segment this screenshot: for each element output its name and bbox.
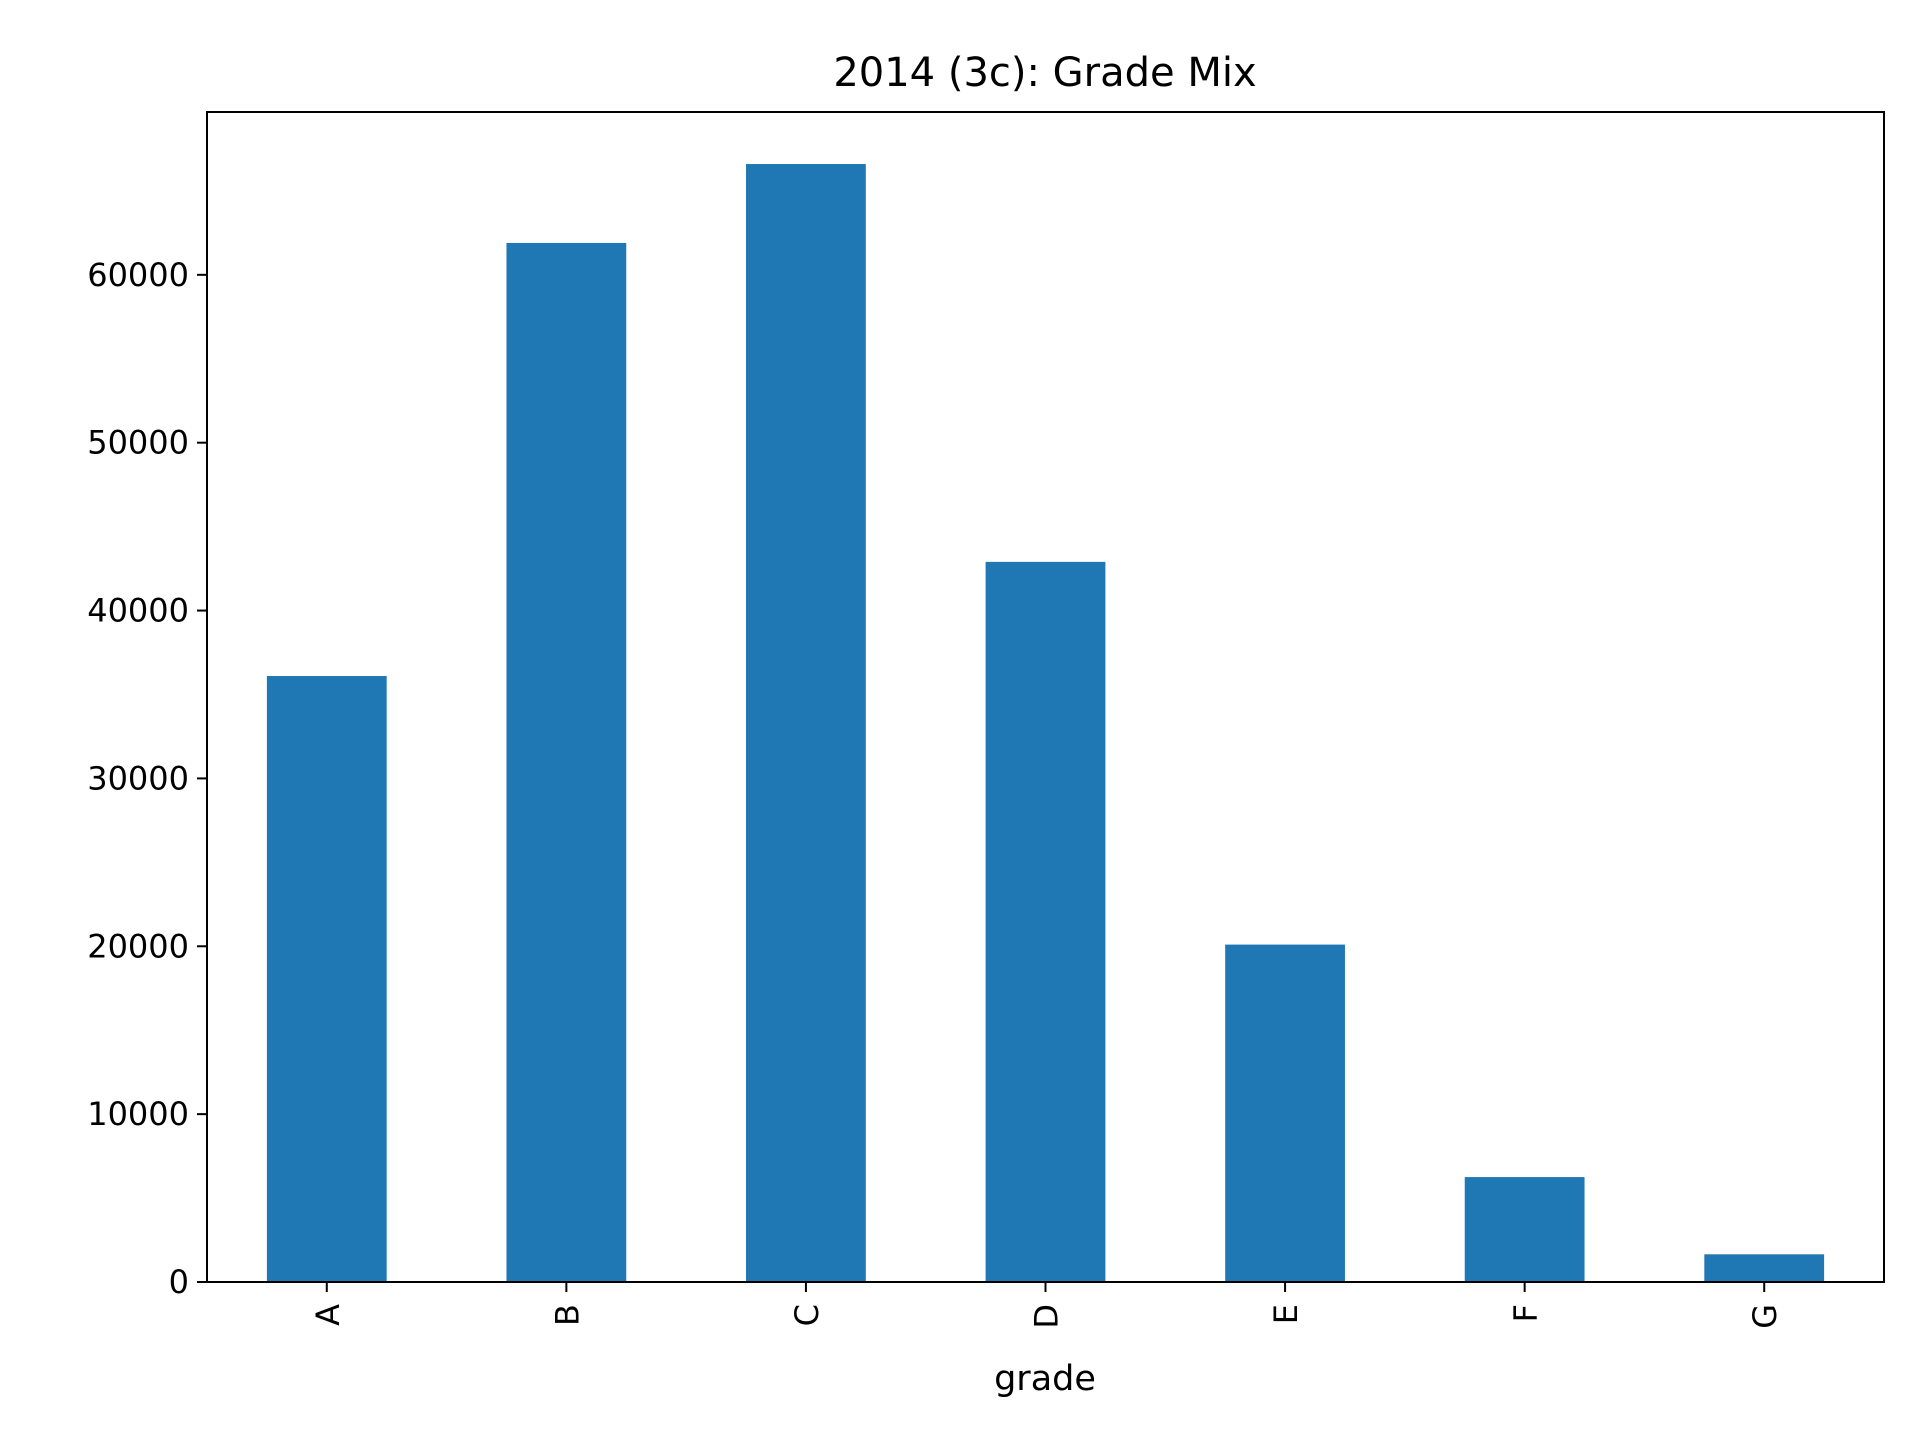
bar-d [985,561,1106,1282]
y-tick-label: 10000 [87,1095,189,1133]
bar-e [1225,944,1345,1282]
y-tick-label: 60000 [87,256,189,294]
bar-b [506,242,627,1282]
x-axis: A B C D E F G [309,1282,1784,1329]
y-tick-label: 40000 [87,592,189,630]
x-tick-label: F [1507,1304,1545,1322]
x-tick-label: C [788,1304,826,1326]
x-tick-label: B [548,1304,586,1326]
y-axis: 0 10000 20000 30000 40000 50000 60000 [87,256,207,1301]
x-tick-label: E [1267,1304,1305,1324]
bar-a [266,676,387,1282]
x-axis-label: grade [994,1359,1096,1399]
bar-c [746,164,866,1282]
x-tick-label: G [1746,1304,1784,1329]
y-tick-label: 0 [169,1263,189,1301]
bar-f [1464,1177,1585,1282]
x-tick-label: A [309,1304,347,1326]
chart-title: 2014 (3c): Grade Mix [833,50,1256,96]
bars-group [266,164,1825,1282]
y-tick-label: 30000 [87,759,189,797]
x-tick-label: D [1028,1304,1066,1329]
y-tick-label: 20000 [87,927,189,965]
bar-g [1704,1254,1825,1282]
y-tick-label: 50000 [87,424,189,462]
